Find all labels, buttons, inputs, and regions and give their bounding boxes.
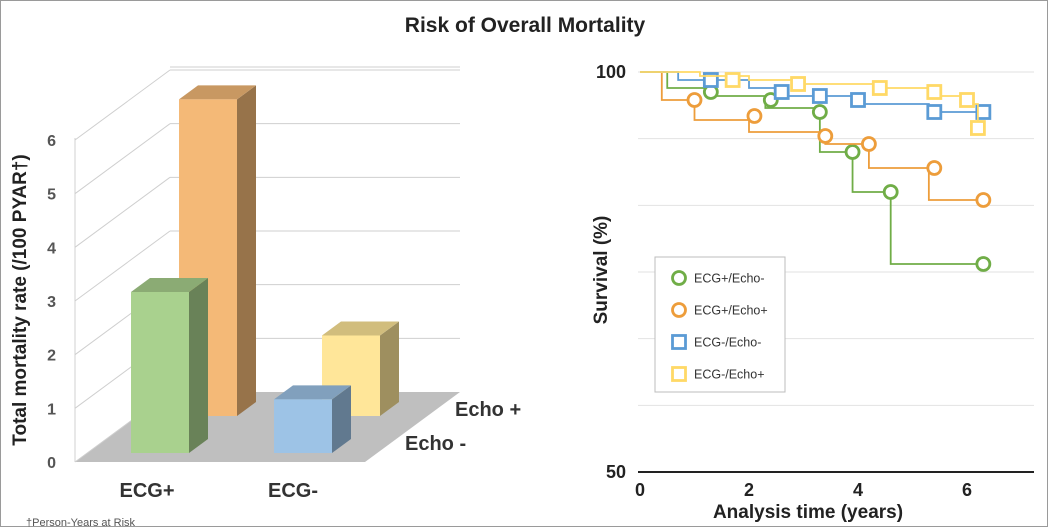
bar-top <box>274 385 351 400</box>
figure-title: Risk of Overall Mortality <box>404 14 646 37</box>
bar-chart-y-ticks: 0 1 2 3 4 5 6 <box>47 133 56 472</box>
bar-side <box>332 385 351 453</box>
bar-side <box>189 278 208 453</box>
bar-top <box>179 85 256 100</box>
category-label-ecg-pos: ECG+ <box>119 480 174 502</box>
bar-side <box>237 85 256 416</box>
depth-label-echo-pos: Echo + <box>455 399 521 421</box>
bar-chart-y-label: Total mortality rate (/100 PYAR†) <box>10 154 31 445</box>
bar-ecgpos-echoneg <box>131 278 208 453</box>
gridline-diagonal <box>74 123 171 195</box>
bar-front <box>131 292 189 453</box>
bar-top <box>131 278 208 292</box>
bar-ecgneg-echoneg <box>274 385 351 453</box>
y-tick-label: 4 <box>47 240 56 257</box>
bar-chart-3d: 0 1 2 3 4 5 6 Total mortality rate (/100 PYAR†… <box>10 66 521 502</box>
gridline-diagonal <box>74 230 171 302</box>
bar-chart-bars <box>131 85 399 453</box>
y-tick-label: 0 <box>47 455 56 472</box>
y-tick-label: 1 <box>47 401 56 418</box>
gridline-diagonal <box>74 69 171 141</box>
bar-front <box>274 399 332 453</box>
depth-label-echo-neg: Echo - <box>405 433 466 455</box>
bar-side <box>380 321 399 416</box>
bar-top <box>322 321 399 336</box>
category-label-ecg-neg: ECG- <box>268 480 318 502</box>
footnote: †Person-Years at Risk <box>26 517 136 529</box>
y-tick-label: 6 <box>47 133 56 150</box>
y-tick-label: 5 <box>47 187 56 204</box>
gridline-diagonal <box>74 176 171 248</box>
y-tick-label: 2 <box>47 348 56 365</box>
y-tick-label: 3 <box>47 294 56 311</box>
